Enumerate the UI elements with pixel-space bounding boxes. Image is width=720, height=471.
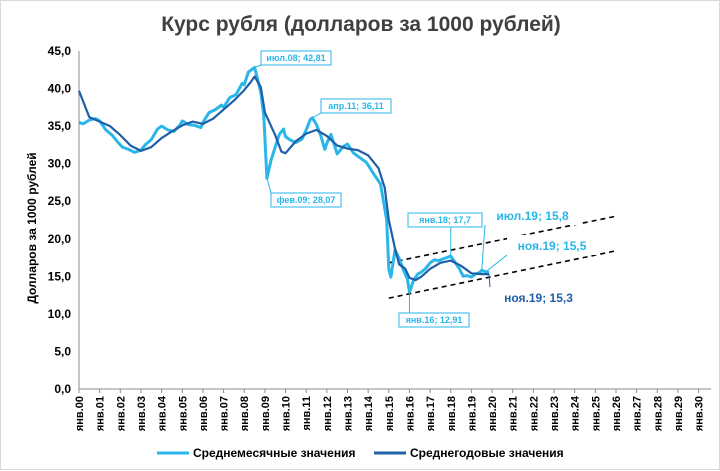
x-tick-label: янв.10 bbox=[281, 396, 293, 431]
x-tick-label: янв.02 bbox=[115, 396, 127, 431]
annotation-leader bbox=[488, 274, 491, 288]
x-tick-label: янв.21 bbox=[508, 396, 520, 431]
x-tick-label: янв.04 bbox=[157, 395, 169, 431]
x-tick-label: янв.08 bbox=[239, 396, 251, 431]
annotation-label: июл.08; 42,81 bbox=[266, 53, 325, 63]
annotation-box bbox=[507, 235, 597, 255]
annotation-leader bbox=[312, 112, 322, 119]
x-tick-label: янв.27 bbox=[632, 396, 644, 431]
x-tick-label: янв.14 bbox=[363, 395, 375, 431]
annotation-label: ноя.19; 15,5 bbox=[518, 239, 587, 253]
legend-label-annual: Среднегодовые значения bbox=[410, 446, 564, 460]
annotation-label: ноя.19; 15,3 bbox=[504, 291, 573, 305]
annotation-label: апр.11; 36,11 bbox=[328, 101, 383, 111]
x-tick-label: янв.06 bbox=[198, 396, 210, 431]
x-tick-label: янв.15 bbox=[384, 396, 396, 431]
trend-line bbox=[388, 250, 617, 299]
axes bbox=[78, 51, 711, 390]
x-tick-label: янв.17 bbox=[425, 396, 437, 431]
annotations: июл.08; 42,81 апр.11; 36,11 фев.09; 28,07 я… bbox=[254, 50, 597, 328]
chart-title: Курс рубля (долларов за 1000 рублей) bbox=[161, 13, 561, 36]
x-tick-label: янв.16 bbox=[404, 396, 416, 431]
x-tick-label: янв.12 bbox=[322, 396, 334, 431]
series-line-monthly bbox=[78, 65, 490, 294]
y-tick-label: 30,0 bbox=[48, 157, 72, 171]
annotation-box bbox=[320, 98, 392, 114]
x-tick-label: янв.29 bbox=[673, 396, 685, 431]
annotation-box bbox=[270, 192, 342, 208]
x-tick-label: янв.05 bbox=[177, 396, 189, 431]
x-tick-label: янв.26 bbox=[611, 396, 623, 431]
y-tick-label: 35,0 bbox=[48, 119, 72, 133]
y-tick-label: 40,0 bbox=[48, 82, 72, 96]
x-tick-label: янв.07 bbox=[219, 396, 231, 431]
y-axis-ticks: 0,0 5,0 10,0 15,0 20,0 25,0 30,0 35,0 40,0 45,0 bbox=[48, 44, 72, 396]
annotation-box bbox=[407, 212, 483, 228]
annotation-label: фев.09; 28,07 bbox=[277, 195, 336, 205]
annotation-leader bbox=[266, 178, 272, 194]
y-tick-label: 5,0 bbox=[54, 344, 71, 358]
x-tick-label: янв.09 bbox=[260, 396, 272, 431]
y-tick-label: 0,0 bbox=[54, 382, 71, 396]
annotation-leader bbox=[481, 224, 486, 271]
x-tick-label: янв.24 bbox=[570, 395, 582, 431]
x-tick-label: янв.23 bbox=[549, 396, 561, 431]
annotation-box bbox=[398, 312, 470, 328]
x-tick-label: янв.03 bbox=[136, 396, 148, 431]
y-tick-label: 10,0 bbox=[48, 307, 72, 321]
x-tick-label: янв.11 bbox=[301, 396, 313, 431]
annotation-leader bbox=[254, 64, 262, 68]
annotation-box bbox=[485, 205, 580, 225]
x-tick-label: янв.01 bbox=[95, 396, 107, 431]
y-tick-label: 25,0 bbox=[48, 194, 72, 208]
x-tick-label: янв.19 bbox=[466, 396, 478, 431]
x-tick-label: янв.30 bbox=[694, 396, 706, 431]
x-tick-label: янв.00 bbox=[74, 396, 86, 431]
series-line-annual bbox=[77, 75, 489, 282]
annotation-box bbox=[260, 50, 332, 66]
y-tick-label: 45,0 bbox=[48, 44, 72, 58]
x-tick-label: янв.20 bbox=[487, 396, 499, 431]
x-tick-label: янв.22 bbox=[528, 396, 540, 431]
x-axis-ticks: янв.00 янв.01 янв.02 янв.03 янв.04 янв.05 янв.… bbox=[74, 389, 706, 431]
y-axis-label: Долларов за 1000 рублей bbox=[25, 152, 39, 303]
x-tick-label: янв.25 bbox=[590, 396, 602, 431]
x-tick-label: янв.28 bbox=[652, 396, 664, 431]
legend-label-monthly: Среднемесячные значения bbox=[193, 446, 355, 460]
x-tick-label: янв.13 bbox=[342, 396, 354, 431]
annotation-box bbox=[490, 287, 587, 307]
annotation-label: янв.16; 12,91 bbox=[406, 315, 463, 325]
x-tick-label: янв.18 bbox=[446, 396, 458, 431]
annotation-label: янв.18; 17,7 bbox=[419, 215, 471, 225]
y-tick-label: 20,0 bbox=[48, 232, 72, 246]
legend: Среднемесячные значения Среднегодовые зн… bbox=[157, 446, 564, 460]
annotation-leader bbox=[485, 254, 508, 273]
annotation-label: июл.19; 15,8 bbox=[496, 209, 569, 223]
y-tick-label: 15,0 bbox=[48, 269, 72, 283]
